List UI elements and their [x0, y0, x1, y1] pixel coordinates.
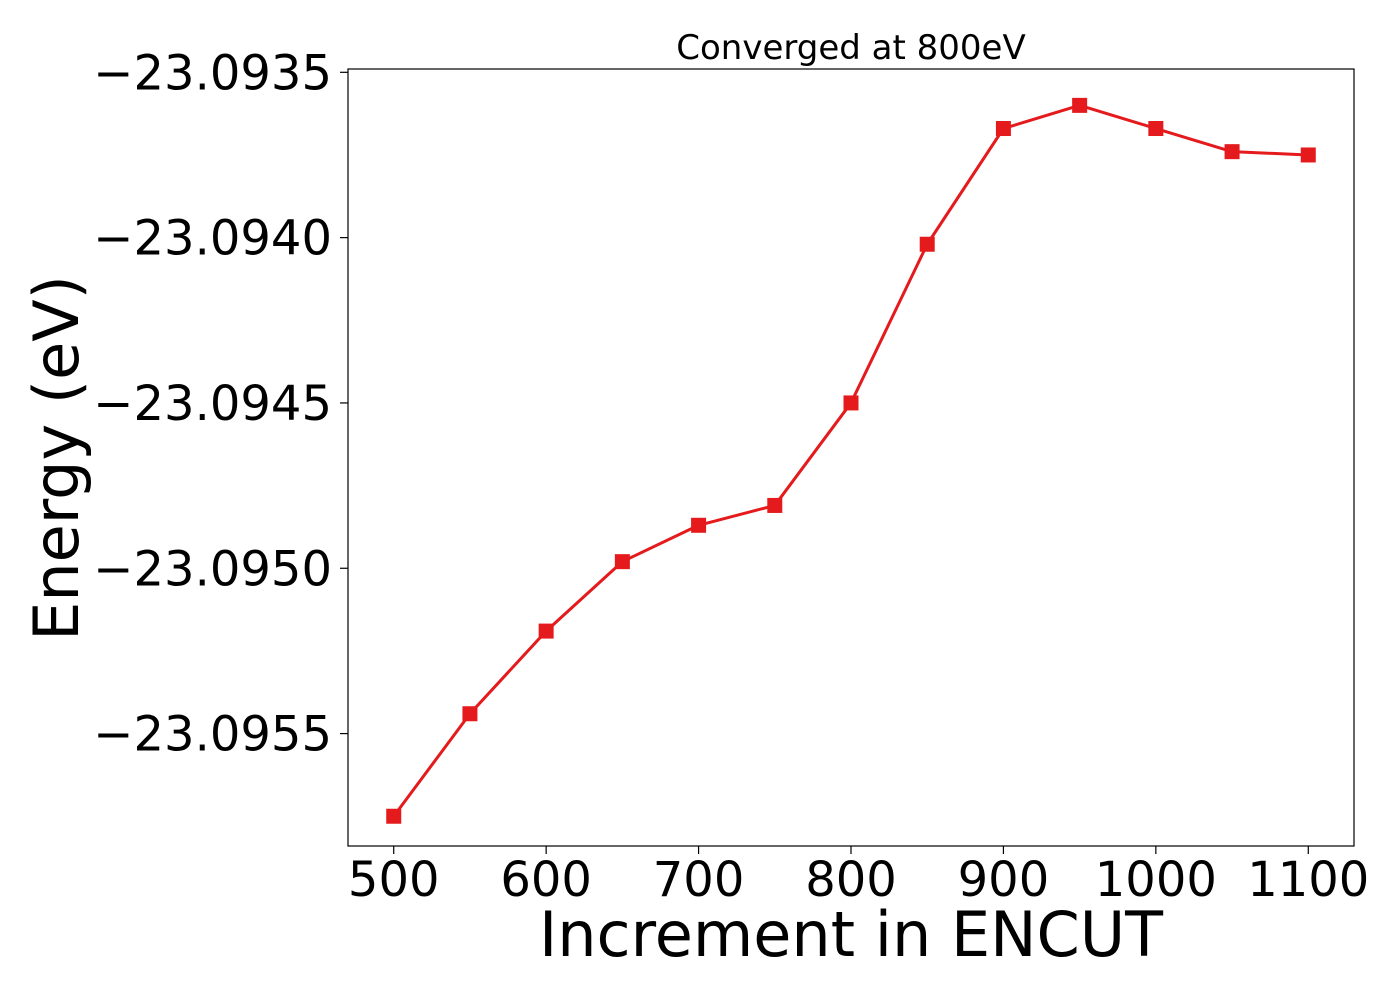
x-axis-ticks: 500 600 700 800 900 1000 1100: [348, 846, 1369, 908]
x-tick-label: 700: [653, 852, 745, 908]
data-point-marker: [691, 517, 707, 533]
x-tick-label: 1100: [1247, 852, 1369, 908]
y-axis-ticks: −23.0955 −23.0950 −23.0945 −23.0940 −23.0935: [93, 45, 348, 763]
y-tick-label: −23.0935: [93, 45, 332, 101]
x-tick-label: 800: [805, 852, 897, 908]
x-tick-label: 600: [500, 852, 592, 908]
data-point-marker: [386, 808, 402, 824]
series-line: [392, 103, 1309, 818]
data-point-marker: [538, 623, 554, 639]
data-point-marker: [919, 236, 935, 252]
data-point-marker: [1072, 97, 1088, 113]
chart-title: Converged at 800eV: [676, 28, 1025, 68]
x-tick-label: 1000: [1095, 852, 1217, 908]
x-tick-label: 900: [958, 852, 1050, 908]
data-point-marker: [767, 497, 783, 513]
data-point-marker: [1300, 147, 1316, 163]
x-tick-label: 500: [348, 852, 440, 908]
y-axis-label: Energy (eV): [20, 275, 93, 641]
y-tick-label: −23.0945: [93, 376, 332, 432]
data-point-marker: [614, 554, 630, 570]
data-point-marker: [995, 121, 1011, 137]
y-tick-label: −23.0940: [93, 211, 332, 267]
data-point-marker: [462, 706, 478, 722]
data-point-marker: [1224, 144, 1240, 160]
y-tick-label: −23.0955: [93, 707, 332, 763]
data-point-marker: [1148, 121, 1164, 137]
x-axis-label: Increment in ENCUT: [539, 898, 1164, 971]
axes-frame: [347, 68, 1355, 847]
data-point-marker: [843, 395, 859, 411]
plot-area: [347, 68, 1355, 847]
y-tick-label: −23.0950: [93, 541, 332, 597]
